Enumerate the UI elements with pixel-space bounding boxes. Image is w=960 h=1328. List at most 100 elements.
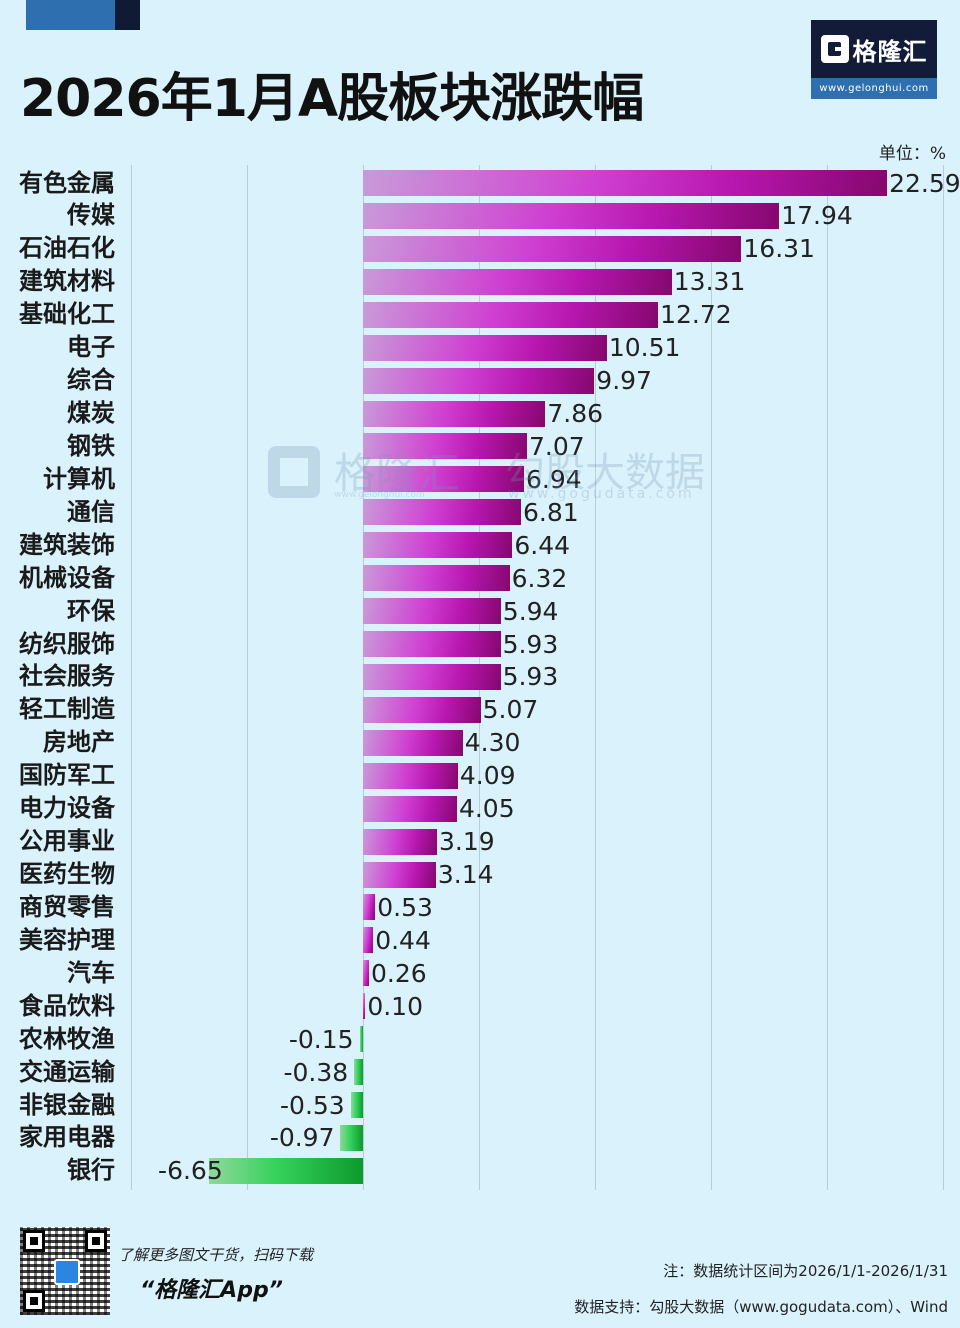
category-label: 煤炭: [67, 399, 115, 427]
value-label: 6.81: [522, 497, 579, 527]
value-label: 3.14: [437, 860, 494, 890]
value-label: 9.97: [596, 366, 652, 396]
qr-code[interactable]: [20, 1227, 110, 1315]
data-source: 数据支持：勾股大数据（www.gogudata.com）、Wind: [574, 1298, 948, 1316]
category-label: 机械设备: [19, 563, 115, 592]
value-label: 0.10: [367, 991, 423, 1021]
data-bar: [363, 861, 436, 888]
category-label: 传媒: [67, 201, 115, 230]
data-bar: [363, 663, 501, 690]
gridline: [247, 165, 248, 1190]
value-label: 5.93: [502, 629, 559, 659]
value-label: -6.65: [158, 1156, 223, 1186]
value-label: 12.72: [660, 300, 732, 330]
value-label: -0.38: [283, 1057, 349, 1087]
category-label: 环保: [67, 596, 115, 625]
data-bar: [363, 433, 528, 460]
value-label: 4.09: [459, 761, 516, 791]
data-bar: [363, 466, 524, 493]
value-label: 17.94: [781, 201, 853, 231]
brand-url: www.gelonghui.com: [811, 78, 937, 99]
category-label: 家用电器: [19, 1123, 115, 1152]
category-label: 通信: [67, 497, 115, 526]
gridline: [711, 165, 712, 1190]
category-label: 有色金属: [19, 168, 115, 197]
data-bar: [363, 565, 510, 592]
data-bar: [363, 334, 607, 361]
category-label: 农林牧渔: [19, 1024, 115, 1053]
data-bar: [340, 1124, 363, 1151]
data-bar: [363, 202, 780, 229]
category-label: 汽车: [67, 958, 115, 987]
data-bar: [363, 301, 659, 328]
promo-text: 了解更多图文干货，扫码下载: [118, 1246, 314, 1264]
data-bar: [363, 532, 513, 559]
category-label: 综合: [67, 366, 115, 395]
brand-logo: 格隆汇 www.gelonghui.com: [811, 20, 937, 99]
category-label: 石油石化: [19, 234, 115, 263]
category-label: 计算机: [43, 464, 115, 493]
data-bar: [363, 729, 463, 756]
value-label: 5.93: [502, 662, 559, 692]
data-bar: [363, 894, 376, 921]
value-label: 10.51: [608, 333, 681, 363]
data-bar: [350, 1092, 363, 1119]
value-label: 4.05: [458, 794, 515, 824]
category-label: 房地产: [43, 728, 115, 757]
category-label: 医药生物: [19, 860, 115, 889]
category-label: 食品饮料: [19, 991, 115, 1020]
unit-label: 单位：%: [878, 144, 946, 164]
app-logo-icon: [54, 1259, 80, 1285]
qr-corner: [23, 1290, 45, 1312]
data-bar: [208, 1157, 363, 1184]
value-label: -0.53: [280, 1090, 345, 1120]
category-label: 轻工制造: [19, 695, 115, 724]
g-logo-icon: [820, 35, 849, 63]
data-bar: [363, 696, 481, 723]
category-label: 电子: [67, 333, 115, 362]
category-label: 电力设备: [19, 794, 115, 823]
value-label: 0.53: [377, 892, 433, 922]
category-label: 基础化工: [19, 300, 115, 329]
decorative-header-block: [26, 0, 140, 30]
data-bar: [363, 598, 501, 625]
data-bar: [363, 960, 370, 987]
value-label: 5.07: [482, 695, 539, 725]
gridline: [595, 165, 596, 1190]
brand-name: 格隆汇: [852, 37, 928, 66]
category-label: 美容护理: [19, 925, 115, 954]
qr-corner: [23, 1230, 45, 1252]
data-bar: [363, 927, 374, 954]
value-label: -0.97: [269, 1123, 335, 1153]
data-bar: [363, 170, 888, 196]
data-bar: [359, 1026, 363, 1053]
data-bar: [363, 367, 595, 394]
promo-app-name: “格隆汇App”: [140, 1278, 283, 1303]
data-bar: [363, 235, 742, 262]
category-label: 建筑材料: [19, 267, 115, 296]
category-label: 交通运输: [19, 1057, 115, 1086]
qr-corner: [85, 1230, 107, 1252]
data-bar: [363, 828, 437, 855]
data-bar: [363, 268, 672, 295]
category-label: 公用事业: [19, 827, 115, 856]
data-bar: [363, 795, 457, 822]
value-label: 16.31: [743, 234, 815, 264]
data-bar: [363, 631, 501, 658]
data-bar: [363, 993, 366, 1020]
value-label: 3.19: [439, 827, 495, 857]
value-label: 22.59: [889, 168, 960, 198]
data-bar: [363, 762, 458, 789]
value-label: 6.32: [511, 563, 568, 593]
category-label: 银行: [67, 1156, 115, 1185]
gridline: [827, 165, 828, 1190]
category-label: 纺织服饰: [19, 629, 115, 658]
value-label: 6.44: [514, 530, 571, 560]
data-bar: [363, 499, 521, 526]
value-label: 6.94: [526, 464, 582, 494]
category-label: 建筑装饰: [19, 530, 115, 559]
gridline: [943, 165, 944, 1190]
value-label: 0.44: [375, 925, 431, 955]
watermark-g-icon: [268, 446, 320, 498]
value-label: 0.26: [371, 958, 427, 988]
